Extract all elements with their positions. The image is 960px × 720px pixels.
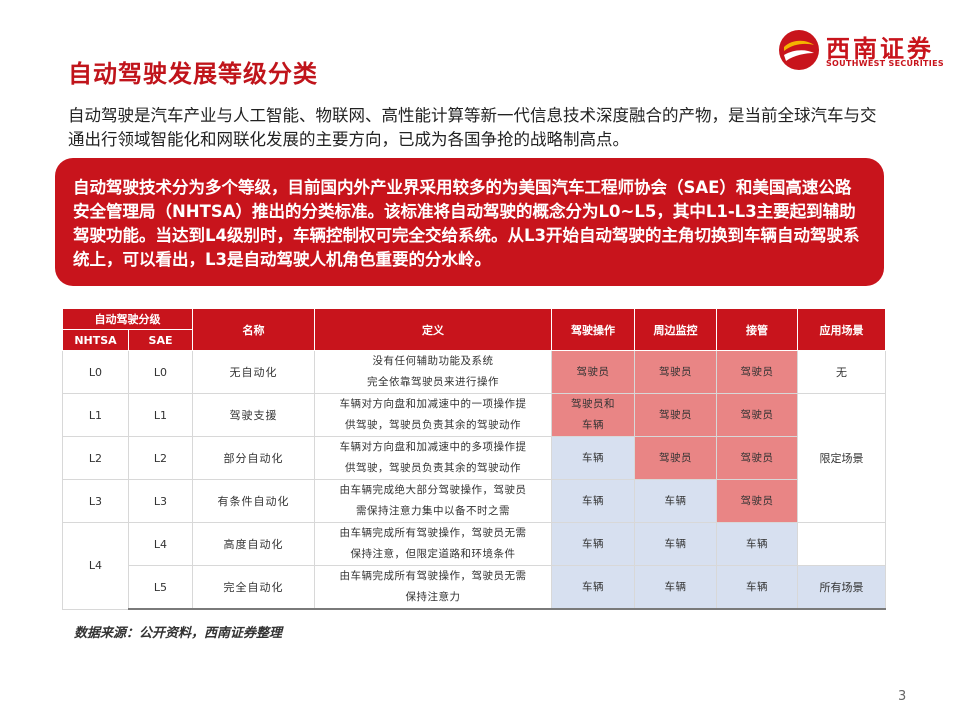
sae-cell: L1 [128,393,193,437]
nhtsa-cell: L4 [62,522,129,610]
monitoring-cell: 车辆 [634,479,717,523]
definition-cell: 由车辆完成所有驾驶操作，驾驶员无需 保持注意力 [314,565,552,610]
name-cell: 部分自动化 [192,436,315,480]
page-title: 自动驾驶发展等级分类 [68,60,318,88]
company-logo: 西南证券 SOUTHWEST SECURITIES [776,27,946,75]
header-takeover: 接管 [716,308,798,351]
table-row: L3 L3 有条件自动化 由车辆完成绝大部分驾驶操作，驾驶员 需保持注意力集中以备… [62,479,886,523]
driving-cell: 驾驶员 [551,350,635,394]
driving-cell: 驾驶员和 车辆 [551,393,635,437]
definition-cell: 由车辆完成绝大部分驾驶操作，驾驶员 需保持注意力集中以备不时之需 [314,479,552,523]
table-row: L1 L1 驾驶支援 车辆对方向盘和加减速中的一项操作提 供驾驶，驾驶员负责其余的… [62,393,886,523]
takeover-cell: 驾驶员 [716,436,798,480]
definition-cell: 车辆对方向盘和加减速中的一项操作提 供驾驶，驾驶员负责其余的驾驶动作 [314,393,552,437]
header-name: 名称 [192,308,315,351]
logo-cn-text: 西南证券 [826,34,934,63]
name-cell: 无自动化 [192,350,315,394]
sae-cell: L5 [128,565,193,610]
takeover-cell: 车辆 [716,522,798,566]
scenario-cell [797,522,886,566]
monitoring-cell: 驾驶员 [634,393,717,437]
name-cell: 高度自动化 [192,522,315,566]
table-row: L2 L2 部分自动化 车辆对方向盘和加减速中的多项操作提 供驾驶，驾驶员负责其余… [62,436,886,480]
driving-cell: 车辆 [551,522,635,566]
page-number: 3 [898,689,907,704]
sae-cell: L4 [128,522,193,566]
monitoring-cell: 驾驶员 [634,350,717,394]
header-nhtsa: NHTSA [62,329,129,351]
table-row: L0 L0 无自动化 没有任何辅助功能及系统 完全依靠驾驶员来进行操作 驾驶员 驾… [62,350,886,394]
nhtsa-cell: L3 [62,479,129,523]
source-note: 数据来源：公开资料，西南证券整理 [74,626,283,641]
nhtsa-cell: L2 [62,436,129,480]
logo-en-text: SOUTHWEST SECURITIES [826,59,944,68]
definition-cell: 由车辆完成所有驾驶操作，驾驶员无需 保持注意，但限定道路和环境条件 [314,522,552,566]
levels-table: 自动驾驶分级 名称 定义 驾驶操作 周边监控 接管 应用场景 NHTSA SAE… [62,308,886,610]
logo-mark-icon [779,30,819,70]
monitoring-cell: 车辆 [634,522,717,566]
takeover-cell: 车辆 [716,565,798,610]
nhtsa-cell: L1 [62,393,129,437]
header-level-group: 自动驾驶分级 [62,308,193,330]
driving-cell: 车辆 [551,479,635,523]
intro-paragraph: 自动驾驶是汽车产业与人工智能、物联网、高性能计算等新一代信息技术深度融合的产物，… [68,106,877,149]
sae-cell: L0 [128,350,193,394]
definition-cell: 车辆对方向盘和加减速中的多项操作提 供驾驶，驾驶员负责其余的驾驶动作 [314,436,552,480]
takeover-cell: 驾驶员 [716,479,798,523]
header-scenario: 应用场景 [797,308,886,351]
name-cell: 驾驶支援 [192,393,315,437]
nhtsa-cell: L0 [62,350,129,394]
takeover-cell: 驾驶员 [716,393,798,437]
definition-cell: 没有任何辅助功能及系统 完全依靠驾驶员来进行操作 [314,350,552,394]
scenario-cell: 无 [797,350,886,394]
header-monitoring: 周边监控 [634,308,717,351]
sae-cell: L3 [128,479,193,523]
scenario-cell: 所有场景 [797,565,886,610]
scenario-cell: 限定场景 [797,393,886,523]
monitoring-cell: 驾驶员 [634,436,717,480]
name-cell: 有条件自动化 [192,479,315,523]
driving-cell: 车辆 [551,436,635,480]
monitoring-cell: 车辆 [634,565,717,610]
header-driving: 驾驶操作 [551,308,635,351]
sae-cell: L2 [128,436,193,480]
table-row: L4 L4 高度自动化 由车辆完成所有驾驶操作，驾驶员无需 保持注意，但限定道路和… [62,522,886,610]
header-definition: 定义 [314,308,552,351]
table-row: L5 完全自动化 由车辆完成所有驾驶操作，驾驶员无需 保持注意力 车辆 车辆 车辆… [63,565,886,610]
driving-cell: 车辆 [551,565,635,610]
name-cell: 完全自动化 [192,565,315,610]
header-sae: SAE [128,329,193,351]
takeover-cell: 驾驶员 [716,350,798,394]
callout-box: 自动驾驶技术分为多个等级，目前国内外产业界采用较多的为美国汽车工程师协会（SAE… [55,158,884,286]
